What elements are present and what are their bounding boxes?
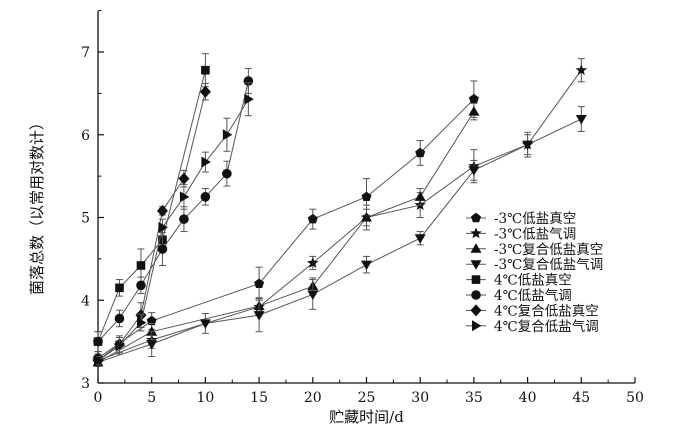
legend-marker	[470, 243, 482, 253]
x-tick-label: 30	[411, 390, 429, 406]
data-point	[361, 260, 372, 271]
x-tick-label: 25	[358, 390, 376, 406]
data-point	[575, 64, 588, 76]
data-point	[158, 221, 168, 233]
data-point	[146, 340, 158, 350]
data-point	[200, 192, 211, 202]
data-point	[244, 93, 254, 105]
x-tick-label: 10	[196, 390, 214, 406]
x-tick-label: 35	[465, 390, 483, 406]
data-point	[253, 311, 265, 321]
data-point	[201, 156, 211, 168]
x-tick-label: 20	[304, 390, 322, 406]
data-point	[415, 147, 426, 158]
data-point	[361, 191, 372, 202]
x-tick-label: 40	[519, 390, 537, 406]
legend-label: 4℃复合低盐真空	[494, 302, 599, 319]
legend-item: -3℃复合低盐气调	[466, 256, 603, 273]
series-line	[97, 118, 582, 363]
series-line	[97, 80, 249, 342]
data-point	[414, 234, 426, 244]
data-point	[146, 315, 157, 326]
y-tick-label: 3	[81, 376, 90, 392]
series-1	[93, 80, 479, 363]
x-tick-label: 50	[626, 390, 644, 406]
legend-item: -3℃复合低盐真空	[466, 241, 603, 258]
legend-label: 4℃低盐真空	[494, 273, 572, 289]
data-point	[146, 326, 158, 336]
data-point	[115, 340, 125, 352]
legend-item: -3℃低盐真空	[466, 211, 576, 227]
data-point	[179, 191, 190, 203]
data-point	[179, 214, 189, 224]
series-6	[93, 68, 254, 353]
data-point	[243, 76, 254, 86]
x-tick-label: 5	[147, 390, 156, 406]
legend-item: 4℃低盐气调	[466, 288, 572, 304]
legend-marker	[471, 212, 481, 223]
data-point	[136, 280, 146, 291]
data-point	[307, 290, 319, 300]
data-point	[157, 244, 168, 254]
legend-marker	[471, 275, 481, 284]
data-point	[136, 261, 146, 270]
legend-label: 4℃低盐气调	[494, 288, 572, 304]
data-point	[307, 213, 318, 224]
data-point	[468, 106, 480, 116]
legend-item: 4℃复合低盐真空	[466, 302, 599, 319]
data-point	[178, 172, 190, 185]
legend-label: -3℃复合低盐真空	[494, 241, 603, 258]
y-tick-label: 5	[81, 211, 90, 227]
data-point	[199, 319, 211, 329]
data-point	[156, 204, 168, 217]
series-group	[92, 53, 588, 368]
y-tick-label: 6	[81, 128, 90, 144]
x-tick-label: 45	[572, 390, 590, 406]
x-tick-label: 15	[250, 390, 268, 406]
y-tick-label: 4	[81, 293, 90, 309]
legend-marker	[472, 320, 482, 332]
data-point	[522, 140, 534, 151]
legend-marker	[471, 290, 481, 300]
data-point	[414, 191, 426, 201]
data-point	[222, 168, 232, 179]
data-point	[115, 283, 124, 293]
legend-item: 4℃低盐真空	[466, 273, 572, 289]
data-point	[136, 317, 147, 329]
data-point	[199, 85, 211, 98]
legend-label: -3℃复合低盐气调	[494, 256, 603, 273]
data-point	[468, 93, 479, 104]
series-8	[94, 82, 254, 367]
legend-marker	[470, 227, 482, 239]
data-point	[114, 313, 125, 324]
data-point	[222, 129, 233, 141]
data-point	[307, 257, 319, 268]
x-tick-label: 0	[94, 390, 103, 406]
data-point	[201, 65, 210, 75]
legend-label: -3℃低盐气调	[494, 226, 576, 242]
legend-label: -3℃低盐真空	[494, 211, 576, 227]
legend-label: 4℃复合低盐气调	[494, 318, 599, 335]
legend-item: 4℃复合低盐气调	[466, 318, 599, 335]
y-tick-label: 7	[81, 45, 90, 61]
series-line	[97, 70, 206, 342]
x-axis-title: 贮藏时间/d	[329, 408, 404, 426]
legend-item: -3℃低盐气调	[466, 226, 576, 242]
data-point	[468, 166, 480, 176]
y-axis-title: 菌落总数（以常用对数计）	[28, 115, 46, 295]
data-point	[94, 355, 104, 367]
data-point	[254, 278, 265, 288]
legend-marker	[470, 260, 482, 270]
data-point	[361, 212, 372, 222]
data-point	[93, 336, 103, 347]
legend: -3℃低盐真空-3℃低盐气调-3℃复合低盐真空-3℃复合低盐气调4℃低盐真空4℃…	[466, 211, 603, 335]
legend-marker	[470, 304, 482, 317]
data-point	[575, 115, 587, 125]
